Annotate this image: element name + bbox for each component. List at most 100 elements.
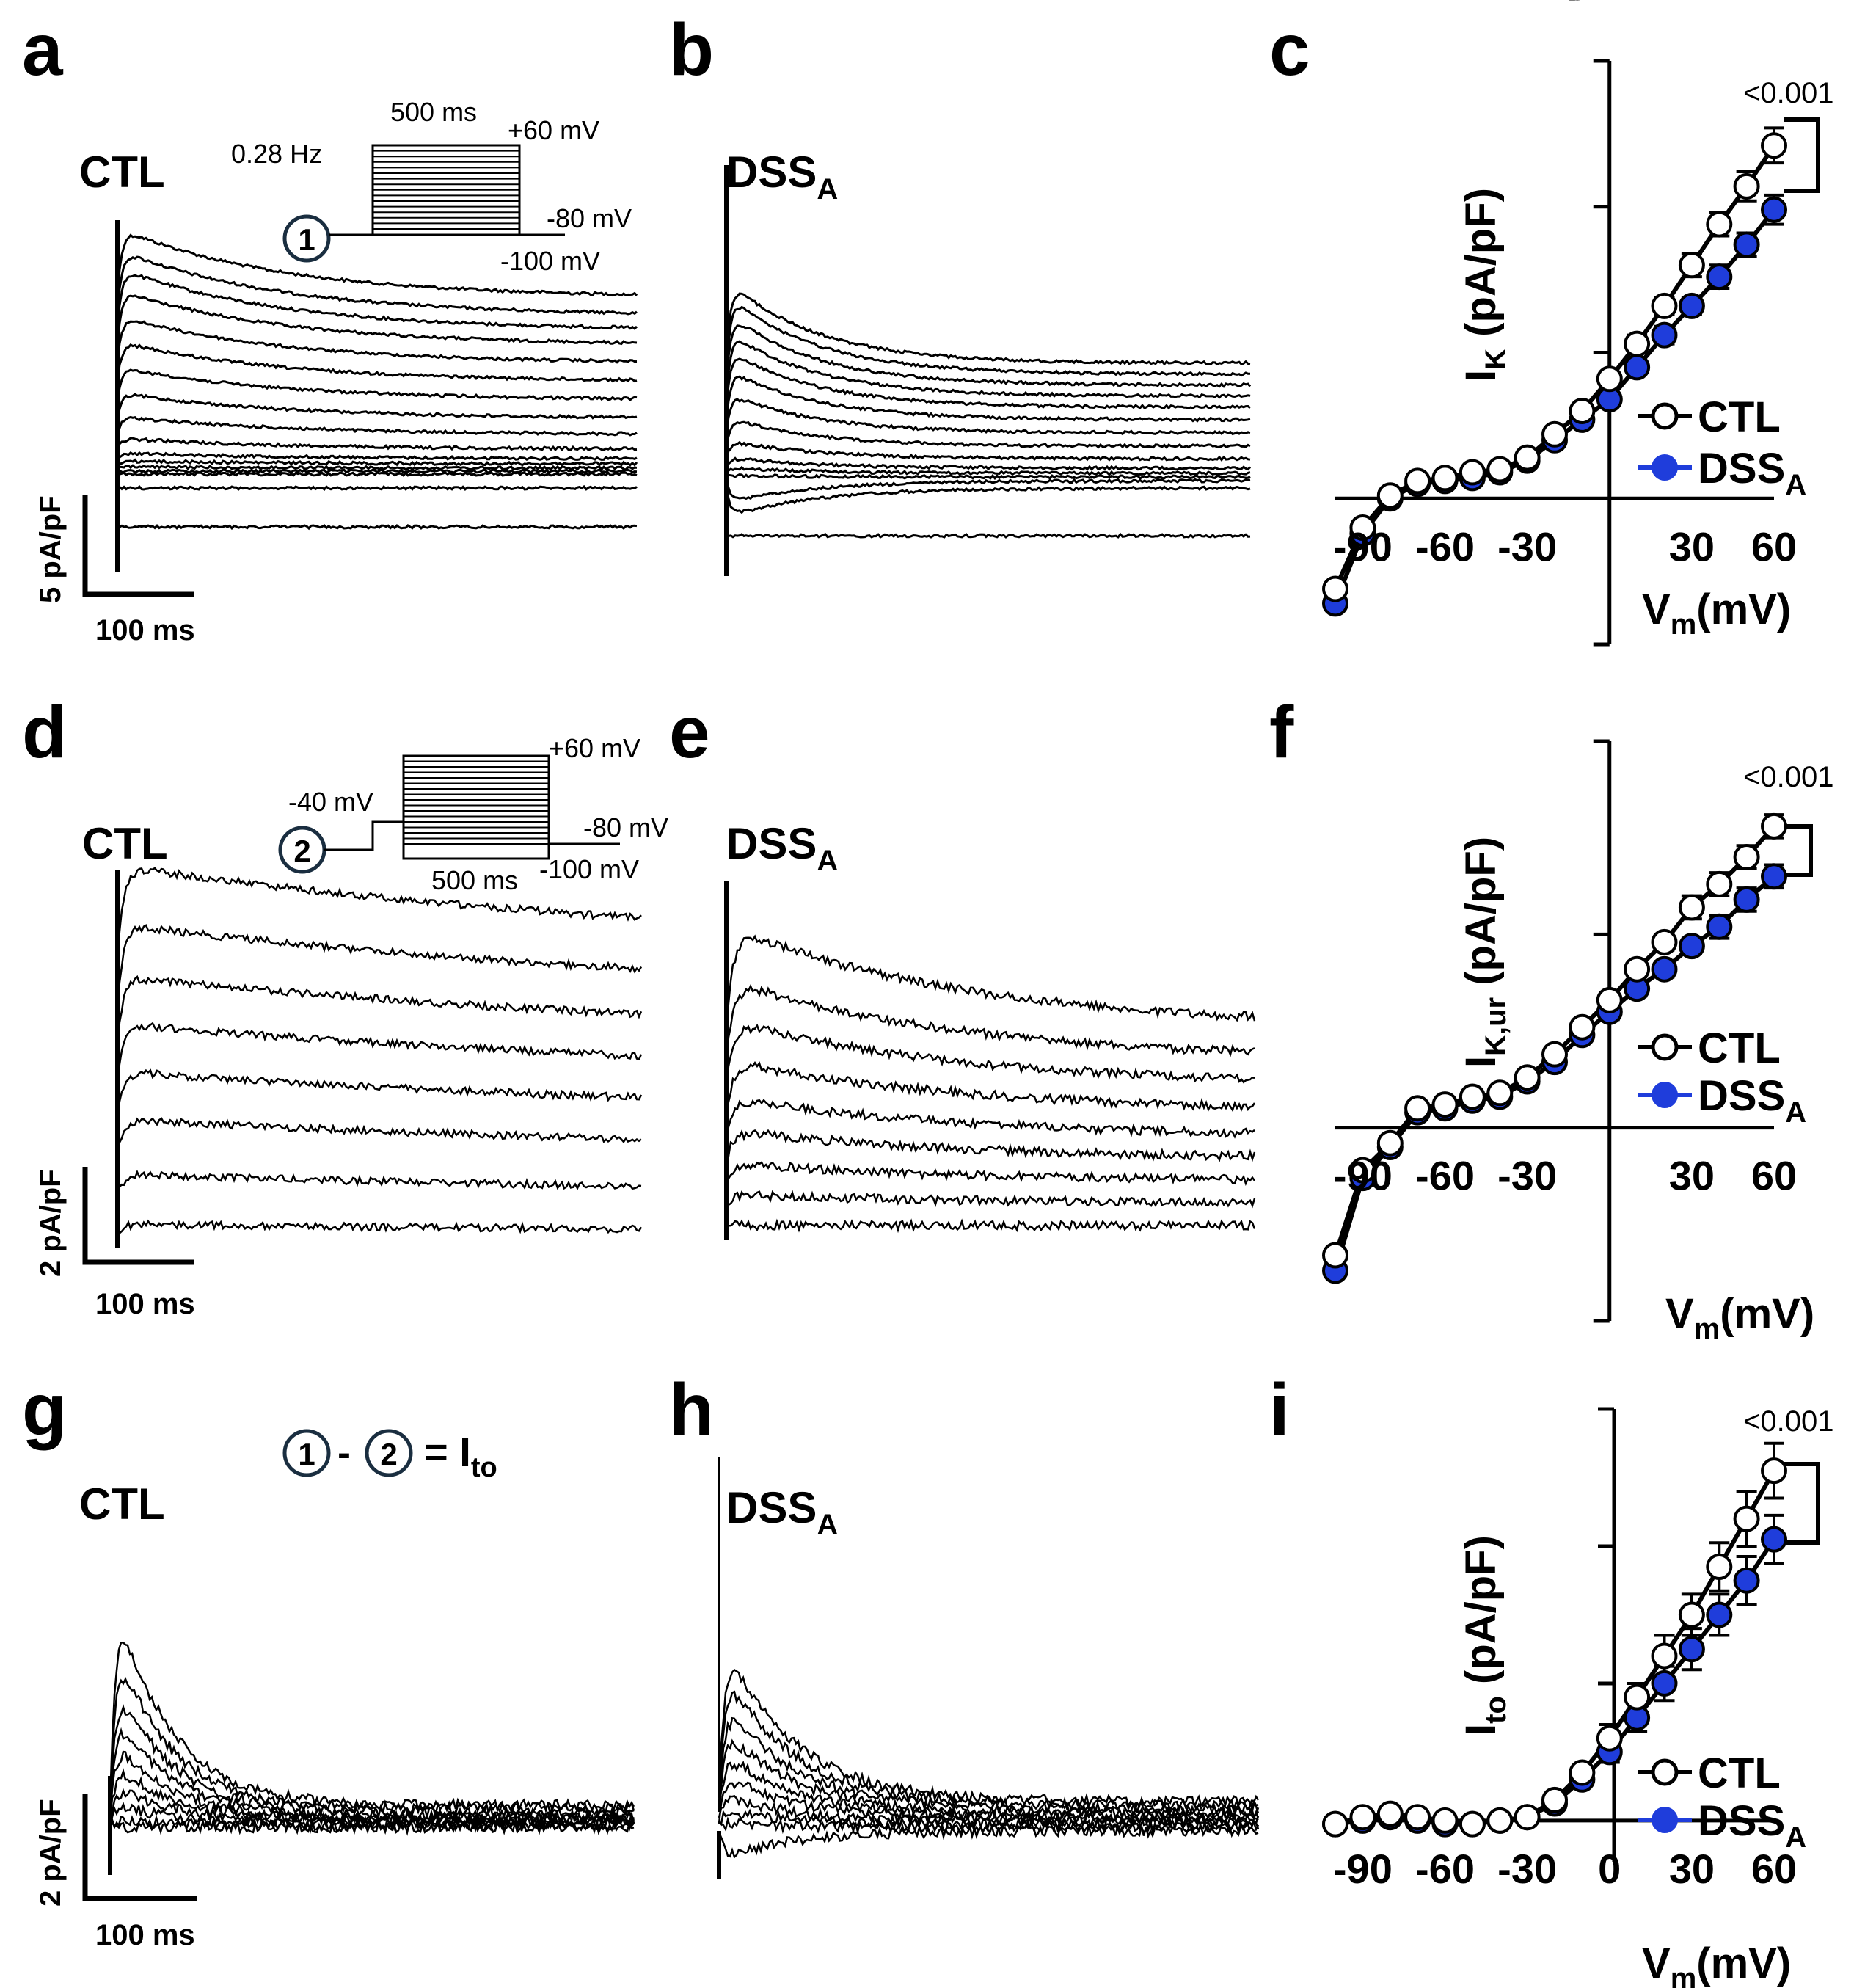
iv-f-xtick-0: -90 [1333,1153,1393,1199]
voltage-protocol-1: 0.28 Hz 500 ms +60 mV -80 mV -100 mV 1 [231,97,632,276]
iv-i-pvalue: <0.001 [1743,1405,1833,1438]
panel-label-a: a [22,9,64,91]
iv-i-xtick-2: -30 [1497,1846,1557,1892]
protocol-2-duration: 500 ms [431,865,518,895]
iv-c-point-ctl-4 [1431,465,1459,492]
iv-c-point-ctl-5 [1459,459,1486,486]
traces-a-trace-8 [116,415,638,437]
traces-a-trace-0 [116,233,638,298]
iv-c-point-ctl-2 [1376,482,1404,509]
protocol-2-steps [402,754,550,860]
iv-i-point-ctl-11 [1624,1683,1651,1711]
iv-c-ytick-3: 15 [1538,0,1583,9]
traces-e-trace-3 [725,1061,1256,1116]
iv-i-point-ctl-0 [1322,1810,1348,1838]
iv-f-point-dss_a-13 [1678,933,1705,960]
iv-f-point-ctl-8 [1541,1041,1568,1068]
iv-i-point-ctl-1 [1349,1804,1376,1831]
iv-i-point-ctl-10 [1596,1725,1623,1752]
protocol-2-number: 2 [293,834,310,868]
iv-c-point-ctl-11 [1624,330,1651,357]
scale-bar-x-label-d: 100 ms [95,1288,195,1320]
protocol-2-v-bottom: -100 mV [539,854,639,884]
traces-a-trace-16 [117,523,638,531]
traces-e-trace-4 [725,1099,1255,1139]
iv-c-point-dss_a-13 [1678,292,1705,319]
protocol-2-pre: -40 mV [288,787,373,817]
traces-h-trace-7 [718,1808,1260,1833]
iv-i-significance-bracket [1784,1462,1820,1545]
traces-g-trace-9 [109,1818,635,1836]
legend-f: CTL DSSA [1638,1024,1806,1129]
iv-f-point-ctl-15 [1733,844,1760,870]
scale-bar-y-label-d: 2 pA/pF [34,1169,67,1277]
traces-e-trace-5 [725,1129,1256,1162]
iv-i-ytick-1: 4 [1566,0,1588,9]
traces-b-trace-12 [725,478,1251,500]
iv-c-point-ctl-8 [1541,420,1568,448]
trace-label-dss-e: DSSA [726,819,838,877]
traces-b-trace-3 [725,340,1251,399]
iv-c-point-dss_a-11 [1624,354,1651,381]
iv-f-point-ctl-6 [1486,1079,1514,1107]
iv-f-point-ctl-12 [1651,928,1678,955]
iv-c-point-ctl-10 [1596,365,1623,393]
iv-f-point-ctl-1 [1349,1157,1376,1184]
protocol-1-box [371,144,521,236]
panel-label-h: h [669,1369,714,1451]
voltage-protocol-2: -40 mV 500 ms +60 mV -80 mV -100 mV 2 [278,733,668,895]
trace-label-dss-h: DSSA [726,1483,838,1541]
panel-label-d: d [22,691,67,773]
subtraction-equation: 1 - 2 = Ito [282,1429,497,1483]
iv-i-point-ctl-3 [1404,1804,1431,1831]
subtraction-number-2: 2 [380,1437,397,1471]
traces-b-trace-11 [725,473,1251,481]
legend-i-ctl-label: CTL [1698,1749,1781,1797]
iv-c-point-dss_a-12 [1651,321,1678,349]
traces-h-trace-1 [718,1690,1259,1813]
legend-i-dss-marker [1652,1807,1678,1833]
legend-i-ctl-marker [1651,1758,1679,1786]
iv-f-point-dss_a-12 [1651,955,1678,983]
traces-d-trace-3 [116,1022,643,1082]
iv-c-xlabel: Vm(mV) [1642,586,1791,641]
traces-d-trace-0 [116,867,642,960]
panel-label-f: f [1269,691,1294,773]
iv-i-xtick-5: 60 [1751,1846,1797,1892]
protocol-1-duration: 500 ms [390,97,477,127]
iv-i-point-ctl-8 [1541,1786,1568,1813]
subtraction-marker-2 [365,1429,413,1477]
iv-i-point-dss_a-13 [1678,1636,1705,1663]
iv-i-point-ctl-6 [1486,1807,1514,1834]
iv-c-xtick-2: -30 [1497,523,1557,569]
iv-i-ylabel: Ito (pA/pF) [1457,1535,1512,1736]
iv-f-point-ctl-4 [1431,1091,1459,1118]
legend-c: CTL DSSA [1638,393,1806,501]
iv-i-point-ctl-13 [1678,1601,1705,1628]
iv-i-point-ctl-14 [1706,1554,1733,1580]
traces-g-trace-4 [109,1750,635,1826]
traces-b-trace-9 [725,456,1252,471]
traces-h-trace-4 [718,1760,1260,1824]
trace-label-ctl-d: CTL [82,819,168,868]
scale-bar-y-label-g: 2 pA/pF [34,1799,67,1907]
legend-f-dss-label: DSSA [1698,1072,1806,1129]
scale-bar-y-label-a: 5 pA/pF [34,495,67,603]
scale-bar-a: 5 pA/pF 100 ms [34,495,195,647]
iv-c-point-ctl-7 [1514,444,1541,471]
iv-i-point-dss_a-14 [1706,1601,1733,1628]
iv-c-point-ctl-3 [1404,467,1431,495]
iv-i-point-ctl-15 [1733,1505,1760,1532]
traces-b-trace-13 [725,485,1251,514]
current-traces-g [108,1642,635,1875]
traces-e-trace-2 [725,1023,1255,1089]
iv-i-ytick-0: 2 [1566,0,1588,9]
iv-i-point-ctl-7 [1514,1804,1541,1831]
iv-i-xtick-3: 0 [1598,1846,1621,1892]
iv-plot-f: -90 -60 -30 30 60 -5 5 10 IK,ur (pA/pF) … [1322,0,1833,1345]
trace-label-ctl-a: CTL [79,148,165,197]
traces-a-trace-2 [116,274,638,331]
iv-c-point-ctl-15 [1733,172,1760,200]
iv-c-point-ctl-12 [1651,292,1678,319]
traces-b-trace-6 [725,398,1251,436]
